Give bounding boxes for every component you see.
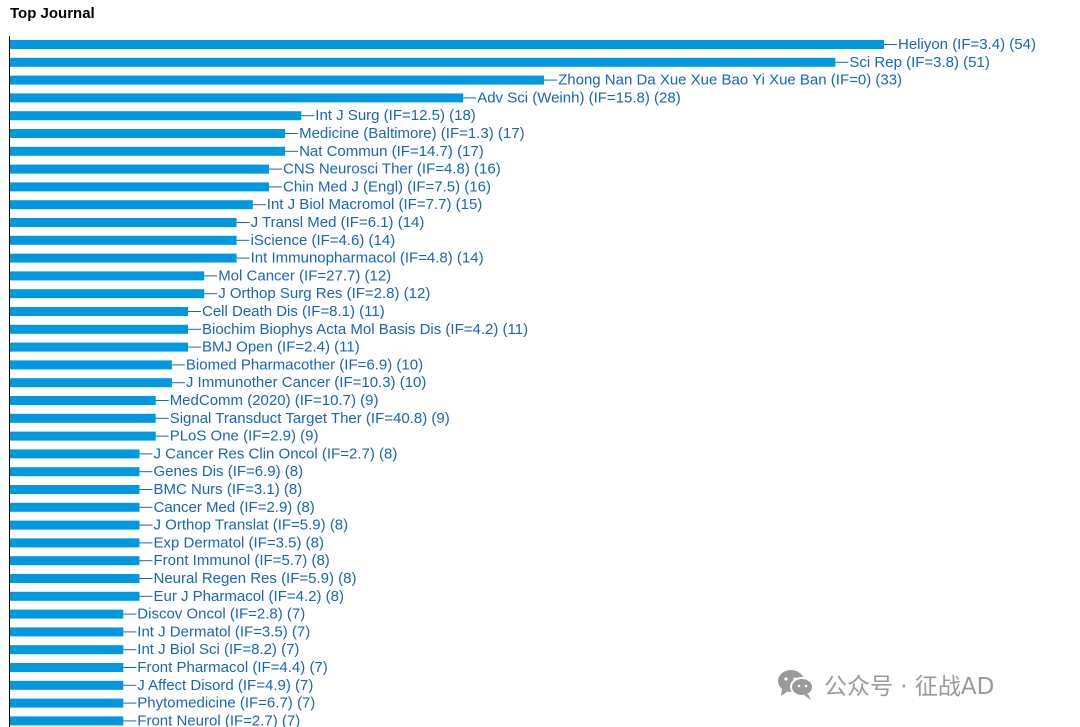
bar-label: Front Pharmacol (IF=4.4) (7) bbox=[137, 659, 327, 676]
bar-label: Sci Rep (IF=3.8) (51) bbox=[849, 54, 989, 71]
bar-label: Neural Regen Res (IF=5.9) (8) bbox=[154, 570, 357, 587]
bar bbox=[10, 502, 140, 512]
chart-title: Top Journal bbox=[10, 5, 95, 22]
bar bbox=[10, 663, 124, 672]
bar bbox=[10, 360, 172, 370]
bar bbox=[10, 146, 286, 156]
bar-label: J Cancer Res Clin Oncol (IF=2.7) (8) bbox=[154, 445, 398, 462]
bar bbox=[10, 129, 286, 138]
watermark-text: 公众号 · 征战AD bbox=[824, 674, 995, 700]
bar-label: Phytomedicine (IF=6.7) (7) bbox=[137, 695, 315, 712]
bar-label: Biomed Pharmacother (IF=6.9) (10) bbox=[186, 356, 423, 373]
bar bbox=[10, 627, 124, 637]
bar-label: Discov Oncol (IF=2.8) (7) bbox=[137, 606, 305, 623]
bar-label: J Orthop Translat (IF=5.9) (8) bbox=[154, 517, 349, 534]
bar-label: MedComm (2020) (IF=10.7) (9) bbox=[170, 392, 379, 409]
bar bbox=[10, 485, 140, 494]
bar-label: J Transl Med (IF=6.1) (14) bbox=[251, 214, 425, 231]
bar bbox=[10, 253, 237, 263]
bar bbox=[10, 431, 156, 441]
bar-label: Medicine (Baltimore) (IF=1.3) (17) bbox=[299, 125, 524, 142]
bar-label: Genes Dis (IF=6.9) (8) bbox=[154, 463, 304, 480]
bar-label: Eur J Pharmacol (IF=4.2) (8) bbox=[154, 588, 344, 605]
bar bbox=[10, 413, 156, 423]
bar-label: PLoS One (IF=2.9) (9) bbox=[170, 428, 319, 445]
bar bbox=[10, 200, 253, 210]
bar bbox=[10, 609, 124, 619]
bar bbox=[10, 235, 237, 245]
bar-label: iScience (IF=4.6) (14) bbox=[251, 232, 396, 249]
bar-label: Int J Biol Macromol (IF=7.7) (15) bbox=[267, 196, 482, 213]
bar bbox=[10, 378, 172, 388]
bar bbox=[10, 111, 302, 121]
bar-label: Biochim Biophys Acta Mol Basis Dis (IF=4… bbox=[202, 321, 528, 338]
bar bbox=[10, 556, 140, 566]
bar bbox=[10, 591, 140, 601]
bar bbox=[10, 57, 836, 67]
bar bbox=[10, 574, 140, 583]
watermark: 公众号 · 征战AD bbox=[776, 667, 994, 701]
bar bbox=[10, 164, 269, 174]
bar-label: Adv Sci (Weinh) (IF=15.8) (28) bbox=[477, 89, 681, 106]
bar-label: J Affect Disord (IF=4.9) (7) bbox=[137, 677, 313, 694]
bar bbox=[10, 218, 237, 227]
bar-label: Cancer Med (IF=2.9) (8) bbox=[154, 499, 315, 516]
bar bbox=[10, 467, 140, 477]
bar-label: J Immunother Cancer (IF=10.3) (10) bbox=[186, 374, 427, 391]
bar bbox=[10, 538, 140, 548]
bar bbox=[10, 182, 269, 192]
bar bbox=[10, 271, 205, 281]
bar-label: Chin Med J (Engl) (IF=7.5) (16) bbox=[283, 178, 491, 195]
bar-label: Heliyon (IF=3.4) (54) bbox=[898, 36, 1036, 53]
bar-label: Zhong Nan Da Xue Xue Bao Yi Xue Ban (IF=… bbox=[558, 72, 902, 89]
bar-label: Int J Surg (IF=12.5) (18) bbox=[315, 107, 475, 124]
bar-label: CNS Neurosci Ther (IF=4.8) (16) bbox=[283, 161, 501, 178]
bar bbox=[10, 520, 140, 530]
bar bbox=[10, 449, 140, 459]
bar bbox=[10, 307, 188, 316]
leader-lines-group bbox=[123, 44, 897, 722]
wechat-icon bbox=[778, 670, 814, 700]
bar-label: BMJ Open (IF=2.4) (11) bbox=[202, 339, 360, 356]
bar bbox=[10, 716, 124, 726]
bars-group bbox=[10, 40, 884, 726]
bar-label: Int J Biol Sci (IF=8.2) (7) bbox=[137, 641, 299, 658]
bar-label: Mol Cancer (IF=27.7) (12) bbox=[218, 267, 391, 284]
bar-label: Int J Dermatol (IF=3.5) (7) bbox=[137, 623, 310, 640]
bar-label: BMC Nurs (IF=3.1) (8) bbox=[154, 481, 303, 498]
bar-label: Int Immunopharmacol (IF=4.8) (14) bbox=[251, 250, 484, 267]
bar bbox=[10, 698, 124, 708]
bar-label: Exp Dermatol (IF=3.5) (8) bbox=[154, 534, 324, 551]
bar-label: Front Neurol (IF=2.7) (7) bbox=[137, 712, 300, 727]
bar bbox=[10, 40, 884, 49]
bar bbox=[10, 93, 464, 103]
bar bbox=[10, 75, 545, 85]
bar-label: Signal Transduct Target Ther (IF=40.8) (… bbox=[170, 410, 450, 427]
bar bbox=[10, 289, 205, 299]
bar-label: J Orthop Surg Res (IF=2.8) (12) bbox=[218, 285, 430, 302]
bar bbox=[10, 396, 156, 405]
bar bbox=[10, 324, 188, 334]
bar-label: Cell Death Dis (IF=8.1) (11) bbox=[202, 303, 385, 320]
bar-label: Nat Commun (IF=14.7) (17) bbox=[299, 143, 484, 160]
bar bbox=[10, 342, 188, 352]
bar-label: Front Immunol (IF=5.7) (8) bbox=[154, 552, 330, 569]
bar bbox=[10, 645, 124, 655]
bar bbox=[10, 680, 124, 690]
bar-labels-group: Heliyon (IF=3.4) (54)Sci Rep (IF=3.8) (5… bbox=[137, 36, 1036, 727]
